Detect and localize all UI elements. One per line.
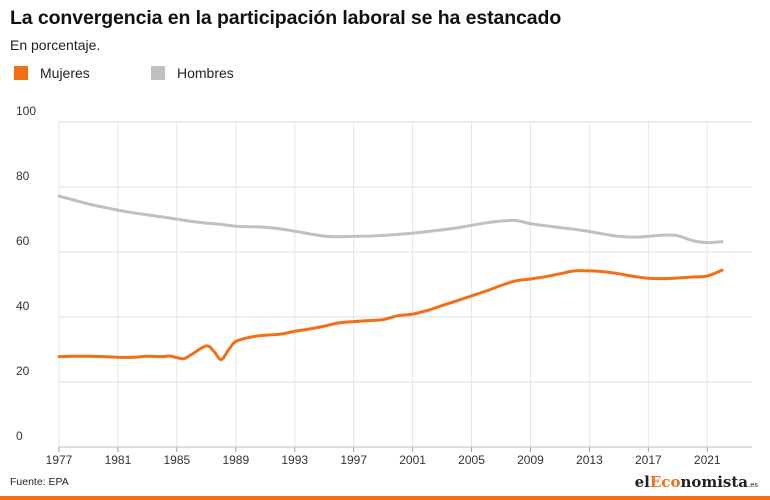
x-tick-label: 2021 [694,453,721,467]
series-line-hombres [57,194,724,245]
y-tick-label: 0 [16,429,23,443]
x-tick-label: 2013 [576,453,603,467]
y-tick-label: 40 [16,299,30,313]
x-tick-label: 1997 [340,453,367,467]
line-chart: 0 20 40 60 80 100 1977 1981 1985 1989 1993 1997 2001… [16,104,752,467]
series-line-mujeres [57,268,724,362]
x-tick-label: 1977 [46,453,73,467]
source-note: Fuente: EPA [10,476,69,488]
x-tick-label: 2017 [635,453,662,467]
x-tick-label: 2005 [458,453,485,467]
brand-accent: Eco [649,473,681,491]
legend-item-mujeres[interactable]: Mujeres [14,65,90,81]
brand-prefix: el [634,473,650,491]
y-tick-label: 60 [16,234,30,248]
legend-item-hombres[interactable]: Hombres [151,65,234,81]
x-tick-label: 1985 [164,453,191,467]
brand-logo: elEconomista.es [635,473,758,491]
brand-tld: .es [748,481,758,489]
chart-title: La convergencia en la participación labo… [10,7,562,29]
bottom-accent-bar [0,496,770,500]
y-tick-label: 20 [16,364,30,378]
y-tick-label: 100 [16,104,36,118]
x-tick-label: 1993 [281,453,308,467]
chart-subtitle: En porcentaje. [10,37,101,53]
legend-label-hombres: Hombres [177,65,234,81]
y-tick-label: 80 [16,169,30,183]
x-tick-label: 2001 [399,453,426,467]
x-tick-label: 1989 [222,453,249,467]
x-tick-label: 1981 [105,453,132,467]
brand-suffix: nomista [680,473,749,491]
legend-label-mujeres: Mujeres [40,65,90,81]
x-tick-label: 2009 [517,453,544,467]
legend-swatch-mujeres [14,66,28,80]
legend-swatch-hombres [151,66,165,80]
